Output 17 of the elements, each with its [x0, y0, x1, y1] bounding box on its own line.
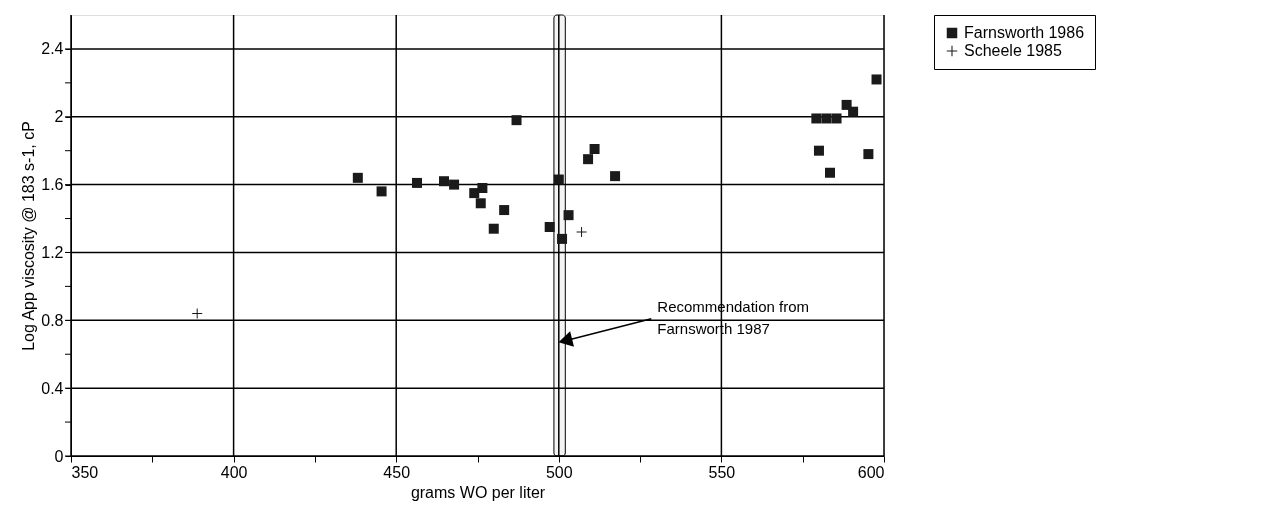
x-axis-title: grams WO per liter: [410, 483, 546, 501]
y-axis-title: Log App viscosity @ 183 s-1, cP: [20, 121, 38, 351]
y-tick-label: 1.2: [41, 243, 64, 261]
y-tick-label: 2.4: [41, 40, 64, 58]
y-tick-label: 1.6: [41, 176, 64, 194]
legend-label: Scheele 1985: [964, 42, 1062, 59]
x-tick-label: 400: [220, 463, 248, 481]
y-tick-label: 2: [54, 108, 64, 126]
legend-label: Farnsworth 1986: [964, 24, 1085, 41]
x-tick-label: 600: [857, 463, 885, 481]
x-tick-label: 500: [545, 463, 573, 481]
x-tick-label: 350: [71, 463, 99, 481]
y-tick-label: 0.8: [41, 311, 64, 329]
y-tick-label: 0: [54, 447, 64, 465]
x-tick-label: 550: [708, 463, 736, 481]
y-tick-label: 0.4: [41, 379, 64, 397]
x-tick-label: 450: [383, 463, 411, 481]
